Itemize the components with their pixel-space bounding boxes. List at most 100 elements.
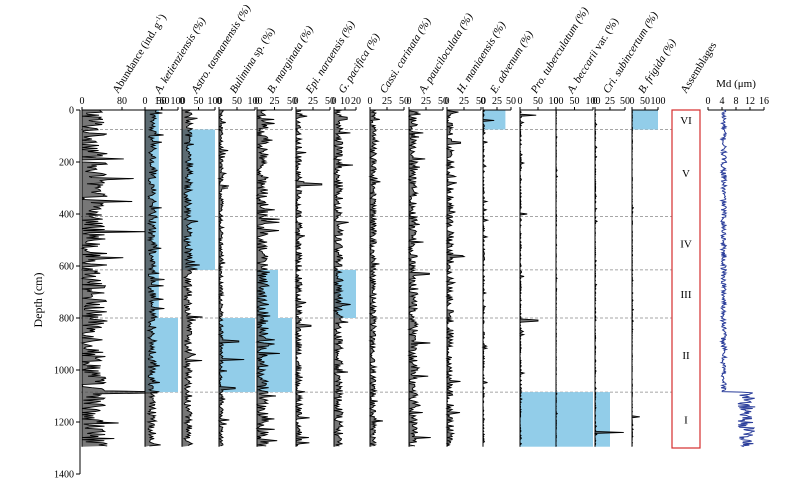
assemblage-highlight [520, 392, 556, 447]
md-tick-label: 16 [759, 96, 769, 107]
assemblages-title: Assemblages [678, 40, 719, 96]
panel-tick-label: 100 [651, 96, 666, 107]
series-line [368, 109, 383, 447]
assemblage-highlight [556, 392, 593, 447]
series-fill [145, 110, 165, 447]
series-line [481, 109, 495, 446]
panel-tick-label: 0 [143, 96, 148, 107]
depth-tick-label: 1000 [54, 366, 74, 377]
panel-title-part: sp. (%) [249, 25, 278, 61]
depth-axis-title: Depth (cm) [31, 273, 45, 328]
assemblage-zone-label: IV [680, 238, 692, 250]
panel-tick-label: 50 [399, 96, 409, 107]
panel-tick-label: 0 [180, 96, 185, 107]
panel-title-superscript: -1 [153, 14, 163, 24]
panel-title: B. frigida (%) [636, 37, 679, 96]
depth-axis: Depth (cm) 0 200 400 600 800 1000 1200 1400 [31, 106, 81, 481]
depth-tick-label: 200 [59, 158, 74, 169]
md-series-line [719, 109, 756, 448]
panel-tick-label: 0 [518, 96, 523, 107]
depth-tick-label: 0 [69, 106, 74, 117]
md-tick-label: 8 [734, 96, 739, 107]
panel-title-part: var. (%) [591, 16, 622, 55]
series-line [182, 109, 203, 446]
panel-tick-label: 20 [351, 96, 361, 107]
panel-tick-label: 0 [593, 96, 598, 107]
panel-tick-label: 25 [270, 96, 280, 107]
md-panel: Md (μm) 0 4 8 12 16 [706, 78, 769, 448]
assemblage-zone-label: V [682, 168, 690, 180]
series-line [80, 109, 158, 447]
panel-tick-label: 10 [340, 96, 350, 107]
depth-tick-label: 1200 [54, 418, 74, 429]
series-line [255, 109, 280, 447]
panel-tick-label: 25 [459, 96, 469, 107]
panel-tick-label: 25 [605, 96, 615, 107]
panel-tick-label: 100 [171, 96, 186, 107]
depth-tick-label: 1400 [54, 470, 74, 481]
panel-tick-label: 0 [630, 96, 635, 107]
panel-title-part: A. beccarii [564, 48, 600, 96]
series-line [217, 109, 245, 447]
series-fill [219, 110, 245, 447]
assemblage-highlight [595, 392, 610, 447]
series-fill [82, 110, 157, 447]
panel-tick-label: 100 [586, 96, 601, 107]
assemblage-highlight [219, 318, 255, 393]
panel-tick-label: 50 [533, 96, 543, 107]
panel-tick-label: 0 [80, 96, 85, 107]
panel-tick-label: 0 [368, 96, 373, 107]
series-line [407, 109, 431, 447]
panel-tick-label: 0 [407, 96, 412, 107]
assemblage-boundary-lines [80, 129, 672, 393]
panel-tick-label: 0 [294, 96, 299, 107]
assemblage-zone-label: II [682, 350, 690, 362]
assemblage-zone-label: VI [680, 115, 692, 127]
panel-tick-label: 25 [382, 96, 392, 107]
panel-tick-label: 100 [248, 96, 263, 107]
series-line [332, 109, 354, 447]
panel-tick-label: 25 [421, 96, 431, 107]
panel-tick-label: 0 [217, 96, 222, 107]
panel-tick-label: 50 [438, 96, 448, 107]
assemblage-zone-label: III [681, 289, 692, 301]
panel-tick-label: 50 [194, 96, 204, 107]
panel-tick-label: 50 [640, 96, 650, 107]
panel-tick-label: 50 [476, 96, 486, 107]
series-fill [483, 110, 495, 447]
panel-tick-label: 100 [549, 96, 564, 107]
series-fill [447, 110, 465, 447]
panel-tick-label: 50 [506, 96, 516, 107]
panel-tick-label: 25 [308, 96, 318, 107]
md-tick-label: 4 [720, 96, 725, 107]
panel-tick-label: 160 [155, 96, 170, 107]
assemblage-highlight [483, 110, 506, 130]
panel-tick-label: 25 [492, 96, 502, 107]
panel-tick-label: 0 [332, 96, 337, 107]
assemblage-zone-label: I [684, 414, 688, 426]
md-tick-label: 12 [745, 96, 755, 107]
assemblages-box [671, 109, 701, 449]
panel-tick-label: 50 [325, 96, 335, 107]
panel-tick-label: 50 [620, 96, 630, 107]
panel-tick-label: 0 [255, 96, 260, 107]
md-title: Md (μm) [716, 78, 756, 90]
panel-tick-label: 100 [208, 96, 223, 107]
depth-tick-label: 600 [59, 262, 74, 273]
series-fill [632, 110, 640, 447]
panel-tick-label: 80 [117, 96, 127, 107]
panel-tick-label: 50 [157, 96, 167, 107]
series-line [445, 109, 466, 447]
panel-tick-label: 0 [445, 96, 450, 107]
panel-tick-label: 50 [232, 96, 242, 107]
series-line [146, 109, 165, 447]
depth-tick-label: 800 [59, 314, 74, 325]
assemblage-highlight [632, 110, 658, 130]
series-fill [257, 110, 280, 447]
panel-tick-label: 50 [570, 96, 580, 107]
series-fill [334, 110, 353, 447]
panel-tick-label: 50 [287, 96, 297, 107]
